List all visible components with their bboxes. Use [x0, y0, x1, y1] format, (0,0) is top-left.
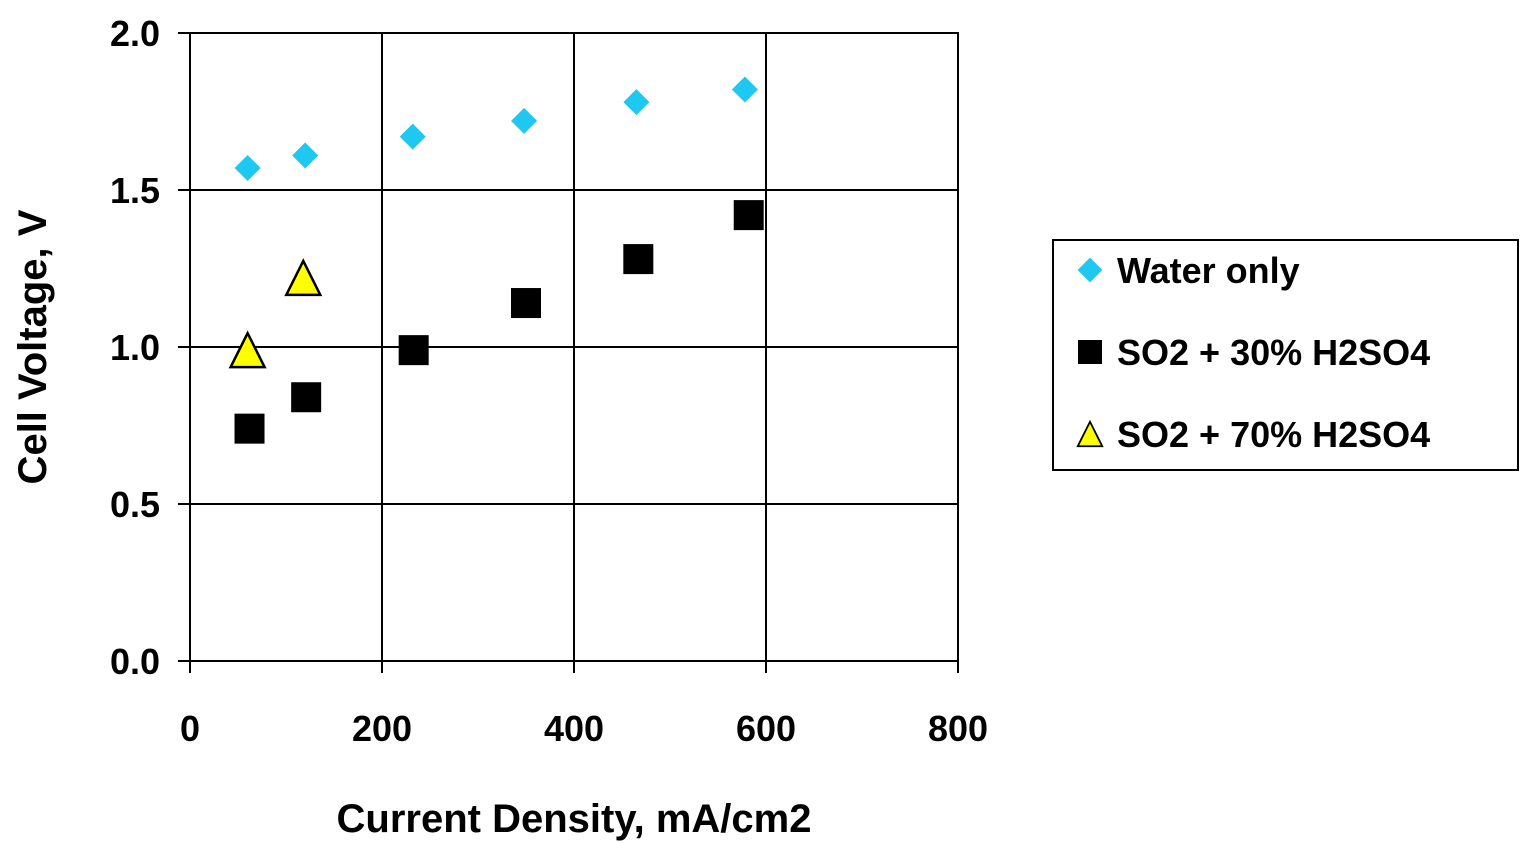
y-tick-label: 2.0 [110, 13, 160, 54]
diamond-point [623, 89, 650, 116]
square-point [733, 200, 764, 231]
axis-ticks [178, 32, 959, 673]
square-point [234, 413, 265, 444]
x-tick-label: 400 [544, 708, 604, 749]
y-tick-label: 1.0 [110, 327, 160, 368]
legend-label: SO2 + 30% H2SO4 [1117, 332, 1430, 373]
y-tick-label: 0.0 [110, 641, 160, 682]
x-tick-label: 0 [180, 708, 200, 749]
legend-label: SO2 + 70% H2SO4 [1117, 414, 1430, 455]
y-tick-labels: 0.0 0.5 1.0 1.5 2.0 [110, 13, 160, 682]
square-point [291, 382, 322, 413]
x-tick-labels: 0 200 400 600 800 [180, 708, 988, 749]
legend-label: Water only [1117, 250, 1300, 291]
x-axis-title: Current Density, mA/cm2 [337, 797, 812, 841]
diamond-point [511, 107, 538, 134]
legend-square-icon [1078, 340, 1102, 364]
diamond-point [399, 123, 426, 150]
legend: Water only SO2 + 30% H2SO4 SO2 + 70% H2SO4 [1052, 239, 1519, 471]
x-tick-label: 200 [352, 708, 412, 749]
grid-lines [190, 33, 958, 661]
legend-diamond-icon [1077, 257, 1103, 283]
y-tick-label: 1.5 [110, 170, 160, 211]
x-tick-label: 600 [736, 708, 796, 749]
y-tick-label: 0.5 [110, 484, 160, 525]
legend-triangle-icon [1076, 419, 1104, 448]
diamond-point [234, 155, 261, 182]
diamond-point [292, 142, 319, 169]
triangle-point [228, 330, 267, 369]
data-points [228, 76, 764, 444]
square-point [398, 335, 429, 366]
square-point [511, 288, 541, 319]
x-tick-label: 800 [928, 708, 988, 749]
triangle-point [284, 258, 323, 297]
diamond-point [731, 76, 758, 103]
legend-box [1052, 239, 1519, 471]
square-point [623, 244, 654, 275]
y-axis-title: Cell Voltage, V [11, 209, 55, 484]
